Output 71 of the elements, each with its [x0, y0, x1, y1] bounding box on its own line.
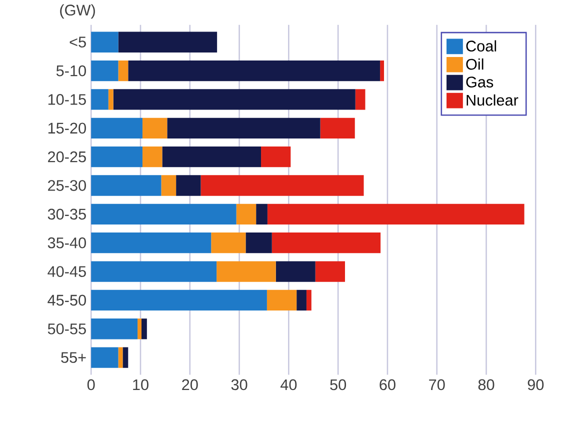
bar [355, 89, 366, 110]
y-tick-label: 5-10 [56, 65, 86, 76]
bar [91, 175, 162, 196]
x-tick-label: 10 [133, 379, 148, 390]
x-tick-label: 90 [528, 379, 544, 390]
bar [91, 118, 142, 138]
bar [118, 60, 128, 82]
bar [108, 89, 114, 110]
bar [142, 146, 162, 168]
legend-label: Nuclear [466, 94, 518, 106]
bar [161, 175, 176, 196]
y-tick-label: 30-35 [48, 208, 86, 220]
bar [91, 347, 118, 368]
bar [142, 118, 168, 138]
y-tick-label: 20-25 [48, 151, 86, 162]
bar [261, 146, 291, 168]
bar [276, 261, 316, 282]
bar [91, 232, 212, 254]
bar [296, 290, 306, 310]
bar [91, 146, 142, 168]
x-tick-label: 20 [182, 379, 198, 390]
bar [91, 32, 118, 52]
x-tick-label: 0 [87, 379, 95, 390]
legend-label: Oil [466, 58, 484, 70]
bar [246, 232, 272, 254]
x-tick-label: 30 [231, 379, 248, 390]
bar [91, 261, 217, 282]
bar [266, 290, 297, 310]
bar [272, 232, 381, 254]
bar [306, 290, 312, 310]
y-tick-label: <5 [70, 36, 86, 48]
legend-label: Gas [466, 76, 494, 88]
bar [267, 204, 524, 224]
y-tick-label: 55+ [61, 352, 86, 363]
bar [91, 318, 138, 340]
y-tick-label: 45-50 [48, 294, 86, 306]
bar [91, 60, 118, 82]
bar [167, 118, 320, 138]
bar [122, 347, 128, 368]
bar [380, 60, 384, 82]
bar [216, 261, 276, 282]
y-tick-label: 40-45 [48, 266, 86, 277]
bar [128, 60, 380, 82]
bar [236, 204, 256, 224]
bar [211, 232, 246, 254]
x-tick-label: 70 [429, 379, 445, 390]
y-tick-label: 10-15 [48, 94, 86, 105]
y-tick-label: 35-40 [48, 237, 86, 248]
bar [176, 175, 201, 196]
bar [91, 290, 267, 310]
x-tick-label: 60 [380, 379, 396, 390]
bar [315, 261, 345, 282]
x-tick-label: 80 [478, 379, 494, 390]
legend-label: Coal [466, 40, 496, 52]
bar [320, 118, 355, 138]
bar [118, 32, 218, 52]
y-tick-label: 15-20 [48, 122, 86, 134]
bar [113, 89, 356, 110]
bar [138, 318, 142, 340]
bar [162, 146, 262, 168]
bar [256, 204, 268, 224]
x-tick-label: 50 [330, 379, 346, 390]
bar [91, 89, 108, 110]
bar [118, 347, 123, 368]
bar [141, 318, 147, 340]
x-tick-label: 40 [280, 379, 297, 390]
y-tick-label: 50-55 [48, 323, 86, 334]
bar [91, 204, 236, 224]
y-tick-label: 25-30 [48, 180, 86, 191]
y-axis-title: (GW) [60, 4, 95, 19]
bar [200, 175, 364, 196]
